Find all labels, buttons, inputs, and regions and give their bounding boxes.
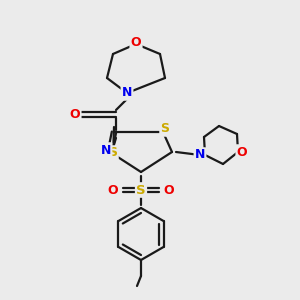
Text: O: O <box>70 107 80 121</box>
Text: N: N <box>122 86 132 100</box>
Text: O: O <box>108 184 118 196</box>
Text: S: S <box>109 146 118 160</box>
Text: N: N <box>101 143 111 157</box>
Text: N: N <box>195 148 205 161</box>
Text: S: S <box>136 184 146 196</box>
Text: O: O <box>237 146 247 158</box>
Text: O: O <box>164 184 174 196</box>
Text: S: S <box>160 122 169 136</box>
Text: O: O <box>131 35 141 49</box>
